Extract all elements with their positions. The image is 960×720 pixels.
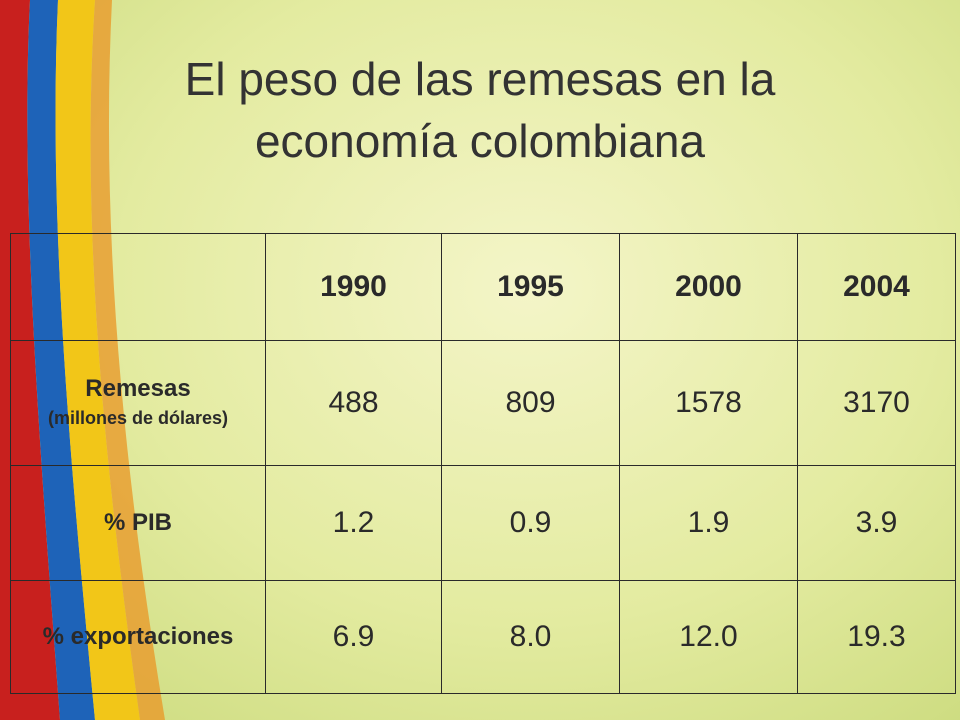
row-header: % exportaciones — [10, 580, 266, 694]
column-header: 2004 — [797, 233, 956, 341]
cell: 488 — [265, 340, 442, 466]
cell: 0.9 — [441, 465, 620, 581]
row-label: % exportaciones — [42, 623, 234, 650]
cell: 1.2 — [265, 465, 442, 581]
column-header: 2000 — [619, 233, 798, 341]
cell: 1.9 — [619, 465, 798, 581]
data-row: % exportaciones 6.9 8.0 12.0 19.3 — [10, 580, 956, 694]
column-header: 1990 — [265, 233, 442, 341]
row-label: % PIB — [103, 509, 172, 536]
row-label: Remesas — [85, 375, 191, 402]
corner-cell — [10, 233, 266, 341]
cell: 3.9 — [797, 465, 956, 581]
row-header: Remesas (millones de dólares) — [10, 340, 266, 466]
cell: 1578 — [619, 340, 798, 466]
cell: 809 — [441, 340, 620, 466]
row-header: % PIB — [10, 465, 266, 581]
slide-title: El peso de las remesas en la economía co… — [184, 53, 776, 167]
cell: 19.3 — [797, 580, 956, 694]
cell: 8.0 — [441, 580, 620, 694]
cell: 12.0 — [619, 580, 798, 694]
cell: 3170 — [797, 340, 956, 466]
orange-stripe — [90, 0, 165, 720]
column-header: 1995 — [441, 233, 620, 341]
cell: 6.9 — [265, 580, 442, 694]
data-table: 1990 1995 2000 2004 Remesas (millones de dóla… — [10, 233, 956, 694]
data-row: % PIB 1.2 0.9 1.9 3.9 — [10, 465, 956, 581]
row-sublabel: (millones de dólares) — [47, 408, 229, 428]
header-row: 1990 1995 2000 2004 — [10, 233, 956, 341]
data-row: Remesas (millones de dólares) 488 809 1578 31… — [10, 340, 956, 466]
